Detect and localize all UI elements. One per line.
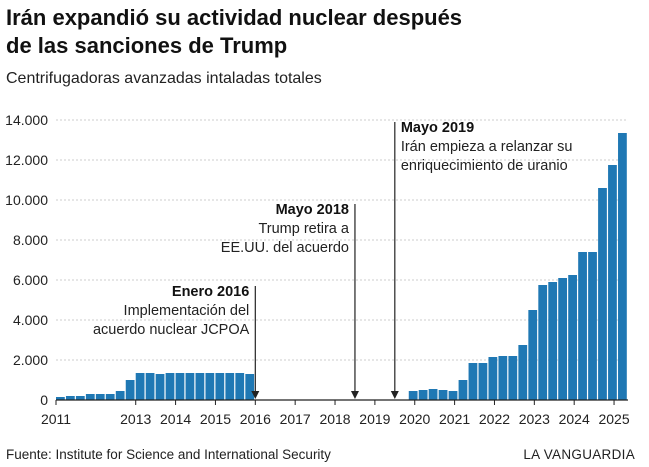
x-tick-label: 2018 (319, 411, 350, 427)
bar (245, 374, 255, 400)
bar (408, 391, 418, 400)
bar (498, 356, 508, 400)
bar (185, 373, 195, 400)
x-tick-label: 2019 (359, 411, 390, 427)
bar (598, 188, 607, 400)
x-tick-label: 2022 (479, 411, 510, 427)
x-tick-label: 2011 (41, 411, 71, 427)
bar (145, 373, 155, 400)
y-tick-label: 4.000 (13, 312, 48, 328)
bar (488, 357, 498, 400)
bar (205, 373, 215, 400)
brand-logo-text: LA VANGUARDIA (523, 447, 635, 462)
bar (105, 394, 115, 400)
bar (85, 394, 95, 400)
x-tick-label: 2024 (559, 411, 590, 427)
annotation-text: acuerdo nuclear JCPOA (93, 322, 250, 338)
annotation-arrowhead (350, 391, 359, 399)
bar (468, 363, 478, 400)
annotation-text: enriquecimiento de uranio (401, 158, 568, 174)
annotation-text: Implementación del (124, 303, 250, 319)
annotation-arrowhead (390, 391, 399, 399)
chart-title: Irán expandió su actividad nuclear despu… (6, 4, 626, 60)
x-tick-label: 2013 (120, 411, 151, 427)
bar (165, 373, 175, 400)
x-tick-label: 2020 (399, 411, 430, 427)
annotation-text: Irán empieza a relanzar su (401, 139, 573, 155)
annotation-arrowhead (251, 391, 260, 399)
y-tick-label: 8.000 (13, 232, 48, 248)
bar (125, 380, 135, 400)
bar (225, 373, 235, 400)
x-tick-label: 2014 (160, 411, 191, 427)
bar (95, 394, 105, 400)
source-note: Fuente: Institute for Science and Intern… (6, 447, 331, 462)
bar (568, 275, 577, 400)
bar (75, 396, 85, 400)
bar (558, 278, 568, 400)
annotation-text: EE.UU. del acuerdo (221, 240, 349, 256)
bar (215, 373, 225, 400)
chart-subtitle: Centrifugadoras avanzadas intaladas tota… (6, 70, 322, 87)
y-tick-label: 0 (40, 392, 48, 408)
x-tick-label: 2025 (598, 411, 629, 427)
title-line-2: de las sanciones de Trump (6, 33, 288, 58)
bar (618, 133, 627, 400)
bar (418, 390, 428, 400)
bar (115, 391, 125, 400)
bar (608, 165, 617, 400)
x-tick-label: 2015 (200, 411, 231, 427)
bar (588, 252, 597, 400)
bar (508, 356, 518, 400)
bar (65, 396, 75, 400)
bar (175, 373, 185, 400)
bar (155, 374, 165, 400)
annotation-text: Trump retira a (258, 221, 349, 237)
y-tick-label: 14.000 (5, 112, 48, 128)
x-tick-label: 2016 (240, 411, 271, 427)
annotation-title: Mayo 2019 (401, 120, 474, 136)
title-line-1: Irán expandió su actividad nuclear despu… (6, 5, 463, 30)
bar (478, 363, 488, 400)
annotation-title: Enero 2016 (172, 284, 249, 300)
x-tick-label: 2023 (519, 411, 550, 427)
bar (538, 285, 548, 400)
bar (458, 380, 468, 400)
bar (195, 373, 205, 400)
y-tick-label: 6.000 (13, 272, 48, 288)
bar (428, 389, 438, 400)
annotation-title: Mayo 2018 (276, 202, 349, 218)
y-tick-label: 2.000 (13, 352, 48, 368)
bar (135, 373, 145, 400)
x-tick-label: 2021 (439, 411, 470, 427)
bar (548, 282, 558, 400)
bar (518, 345, 528, 400)
y-tick-label: 12.000 (5, 152, 48, 168)
bar (438, 390, 448, 400)
y-tick-label: 10.000 (5, 192, 48, 208)
bar (56, 397, 65, 400)
bar (235, 373, 245, 400)
bar (528, 310, 538, 400)
bar (448, 391, 458, 400)
x-tick-label: 2017 (280, 411, 311, 427)
bar (578, 252, 587, 400)
